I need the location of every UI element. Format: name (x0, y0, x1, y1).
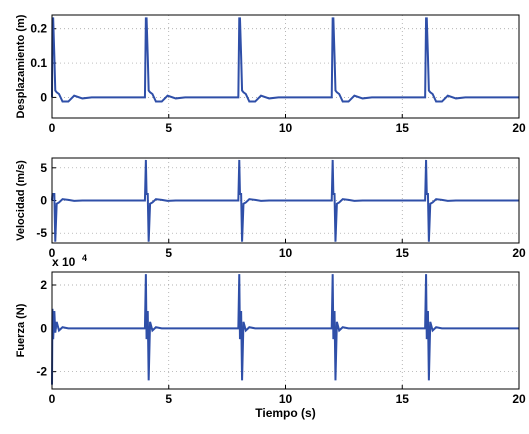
x-tick-label: 0 (49, 121, 56, 135)
y-tick-label: 5 (40, 161, 47, 175)
y-tick-label: 0 (40, 194, 47, 208)
x-tick-label: 10 (279, 246, 293, 260)
axes-background (52, 272, 519, 389)
x-tick-label: 5 (165, 121, 172, 135)
y-tick-label: 0.2 (30, 22, 47, 36)
x-tick-label: 5 (165, 246, 172, 260)
data-line (51, 17, 519, 103)
axes-box (51, 271, 520, 390)
data-line (51, 274, 519, 385)
y-tick-label: -5 (36, 226, 47, 240)
x-axis-label: Tiempo (s) (255, 406, 315, 420)
x-tick-label: 10 (279, 121, 293, 135)
x-tick-label: 10 (279, 392, 293, 406)
x-tick-label: 15 (396, 121, 410, 135)
y-tick-label: 2 (40, 278, 47, 292)
x-tick-label: 15 (396, 246, 410, 260)
x-tick-label: 20 (512, 246, 526, 260)
x-tick-label: 0 (49, 246, 56, 260)
y-tick-label: 0.1 (30, 56, 47, 70)
y-tick-label: 0 (40, 90, 47, 104)
x-tick-label: 5 (165, 392, 172, 406)
y-axis-label: Velocidad (m/s) (15, 160, 27, 241)
x-tick-label: 0 (49, 392, 56, 406)
axes-box (51, 14, 520, 119)
y-tick-label: -2 (36, 365, 47, 379)
axes-box (51, 157, 520, 244)
y-axis-label: Fuerza (N) (15, 303, 27, 357)
y-axis-label: Desplazamiento (m) (15, 14, 27, 118)
exponent-base: x 10 (52, 255, 76, 269)
x-tick-label: 20 (512, 121, 526, 135)
data-line (51, 159, 519, 242)
axes-background (52, 15, 519, 118)
y-tick-label: 0 (40, 321, 47, 335)
x-tick-label: 15 (396, 392, 410, 406)
x-tick-label: 20 (512, 392, 526, 406)
exponent: 4 (82, 253, 87, 263)
